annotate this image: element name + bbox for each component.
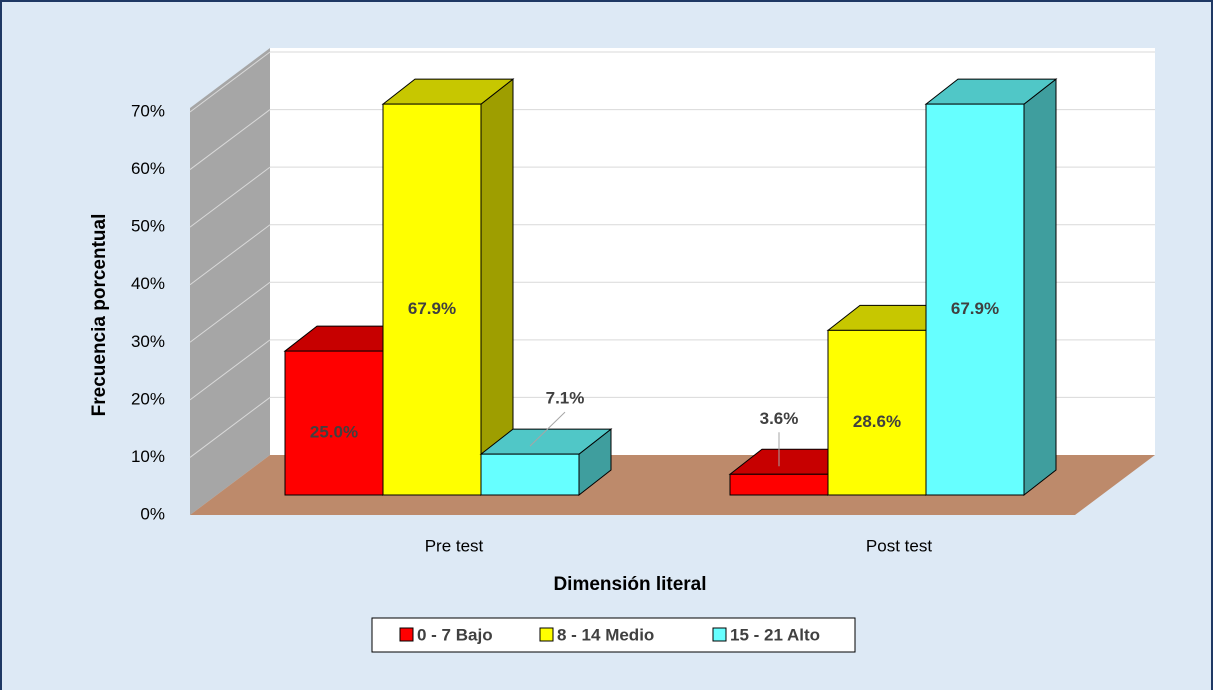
bar xyxy=(480,453,580,496)
bar-side xyxy=(1023,78,1057,497)
y-axis-title: Frecuencia porcentual xyxy=(89,214,110,417)
legend-swatch xyxy=(712,627,727,642)
bar xyxy=(284,350,384,496)
legend-label: 8 - 14 Medio xyxy=(557,625,654,644)
x-axis-title: Dimensión literal xyxy=(553,574,706,595)
grid-line xyxy=(189,224,271,286)
y-tick-label: 0% xyxy=(140,504,165,523)
y-tick-label: 60% xyxy=(131,159,165,178)
grid-line xyxy=(189,109,271,170)
y-tick-label: 10% xyxy=(131,447,165,466)
y-tick-label: 30% xyxy=(131,332,165,351)
grid-line xyxy=(189,281,271,343)
leader-line xyxy=(529,411,566,447)
bar xyxy=(729,473,829,496)
bar xyxy=(925,103,1025,496)
x-tick-label: Pre test xyxy=(425,536,484,555)
side-wall xyxy=(190,48,270,515)
data-label: 25.0% xyxy=(310,423,358,442)
data-label: 7.1% xyxy=(546,389,585,408)
bar xyxy=(827,329,927,496)
grid-line xyxy=(189,166,271,228)
grid-line xyxy=(189,339,271,401)
y-tick-label: 70% xyxy=(131,101,165,120)
data-label: 67.9% xyxy=(408,299,456,318)
legend-swatch xyxy=(399,627,414,642)
data-label: 3.6% xyxy=(760,409,799,428)
grid-line xyxy=(189,397,271,458)
y-tick-label: 50% xyxy=(131,217,165,236)
data-label: 28.6% xyxy=(853,412,901,431)
x-tick-label: Post test xyxy=(866,536,932,555)
legend xyxy=(371,617,856,653)
legend-label: 15 - 21 Alto xyxy=(730,625,820,644)
legend-swatch xyxy=(539,627,554,642)
y-tick-label: 20% xyxy=(131,389,165,408)
grid-line xyxy=(189,51,271,113)
legend-label: 0 - 7 Bajo xyxy=(417,625,493,644)
bar xyxy=(382,103,482,496)
data-label: 67.9% xyxy=(951,299,999,318)
y-tick-label: 40% xyxy=(131,274,165,293)
